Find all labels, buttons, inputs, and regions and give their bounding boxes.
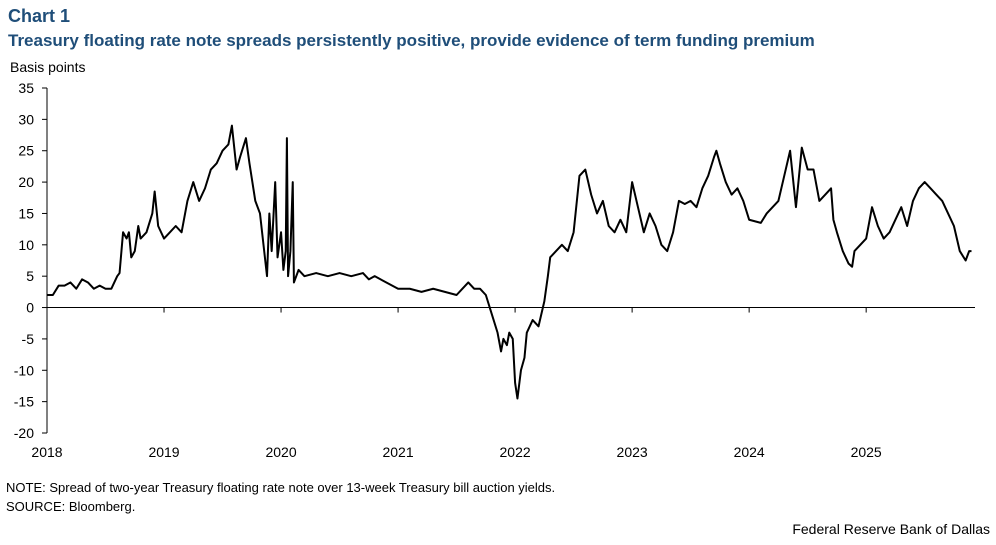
- y-tick-label: 30: [18, 111, 34, 127]
- source: SOURCE: Bloomberg.: [6, 499, 135, 514]
- credit: Federal Reserve Bank of Dallas: [792, 521, 990, 537]
- note: NOTE: Spread of two-year Treasury floati…: [6, 480, 555, 495]
- y-tick-label: -15: [14, 394, 34, 410]
- y-tick-label: 15: [18, 205, 34, 221]
- x-tick-label: 2022: [500, 444, 531, 460]
- data-line: [47, 124, 972, 400]
- x-tick-label: 2018: [31, 444, 62, 460]
- y-axis-label: Basis points: [10, 59, 85, 75]
- x-tick-label: 2024: [734, 444, 765, 460]
- x-tick-label: 2019: [148, 444, 179, 460]
- x-tick-label: 2023: [617, 444, 648, 460]
- chart-title: Treasury floating rate note spreads pers…: [8, 31, 815, 50]
- y-tick-label: 5: [26, 268, 34, 284]
- y-tick-label: 0: [26, 300, 34, 316]
- y-tick-label: 25: [18, 143, 34, 159]
- x-tick-label: 2020: [265, 444, 296, 460]
- y-tick-label: 10: [18, 237, 34, 253]
- chart-label: Chart 1: [8, 6, 70, 26]
- y-tick-label: 35: [18, 80, 34, 96]
- y-tick-label: -20: [14, 425, 34, 441]
- y-tick-label: -5: [22, 331, 35, 347]
- x-tick-label: 2025: [851, 444, 882, 460]
- y-tick-label: 20: [18, 174, 34, 190]
- y-tick-label: -10: [14, 362, 34, 378]
- x-tick-label: 2021: [382, 444, 413, 460]
